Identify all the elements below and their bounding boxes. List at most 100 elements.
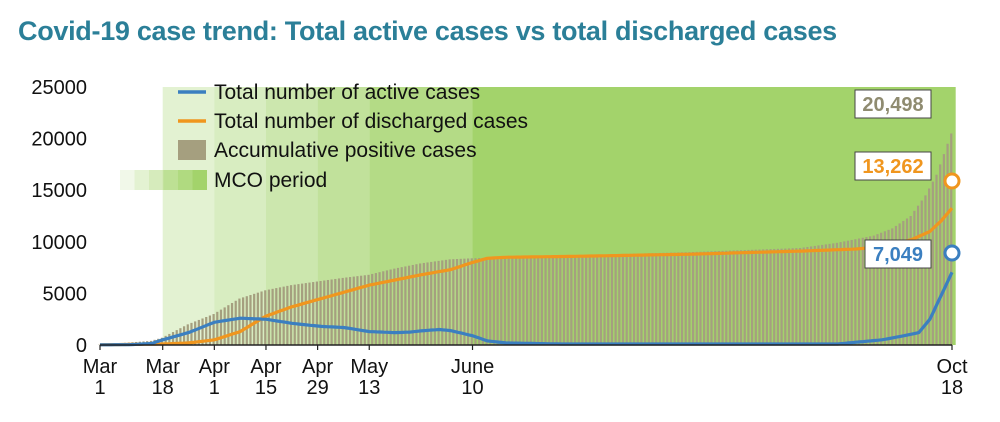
positive-cases-bar <box>426 262 429 345</box>
positive-cases-bar <box>374 273 377 345</box>
positive-cases-bar <box>230 302 234 345</box>
positive-cases-bar <box>223 307 226 345</box>
positive-cases-bar <box>850 239 853 345</box>
positive-cases-bar <box>629 253 632 345</box>
positive-cases-bar <box>577 255 580 345</box>
positive-cases-bar <box>680 252 684 345</box>
positive-cases-bar <box>942 154 945 345</box>
positive-cases-bar <box>924 195 927 345</box>
mco-band-1 <box>162 87 215 345</box>
positive-cases-bar <box>308 282 311 345</box>
positive-cases-bar <box>747 249 750 345</box>
positive-cases-bar <box>400 267 403 345</box>
positive-cases-bar <box>419 263 422 345</box>
discharged-end-marker <box>943 172 961 190</box>
positive-cases-bar <box>662 252 665 345</box>
mco-legend-swatch <box>192 170 207 190</box>
positive-cases-bar <box>599 254 602 345</box>
positive-cases-bar <box>518 256 521 345</box>
discharged-end-label: 13,262 <box>862 156 923 178</box>
positive-cases-bar <box>647 253 650 345</box>
active-end-label-box <box>864 239 932 269</box>
positive-cases-bar <box>913 210 916 345</box>
positive-cases-bar <box>352 276 355 345</box>
active-legend-label: Total number of active cases <box>214 81 480 104</box>
positive-cases-bar <box>846 240 850 345</box>
x-tick-label: Apr 29 <box>302 356 333 399</box>
positive-cases-bar <box>205 316 208 345</box>
positive-cases-bar <box>758 249 761 345</box>
positive-cases-bar <box>194 321 197 345</box>
positive-cases-bar <box>526 256 529 345</box>
positive-cases-bar <box>621 253 625 345</box>
positive-cases-bar <box>869 236 872 345</box>
positive-cases-bar <box>234 300 237 345</box>
mco-legend-swatch <box>163 170 178 190</box>
positive-cases-bar <box>754 249 757 345</box>
positive-cases-bar <box>669 252 673 345</box>
positive-cases-bar <box>507 257 510 345</box>
positive-cases-bar <box>293 284 296 345</box>
positive-cases-bar <box>931 181 934 345</box>
end-value-labels: 20,498 13,262 7,049 <box>854 89 961 269</box>
positive-cases-bar <box>706 251 709 345</box>
axes: 0 5000 10000 15000 20000 25000 Mar 1 Mar 18 Apr 1 Ap… <box>31 77 968 399</box>
positive-cases-bar <box>920 200 923 345</box>
y-tick-label: 10000 <box>31 232 87 254</box>
positive-cases-bar <box>717 251 721 345</box>
positive-cases-bar <box>950 133 953 345</box>
positive-cases-bar <box>330 279 333 345</box>
discharged-legend-label: Total number of discharged cases <box>214 110 528 133</box>
positive-cases-bar <box>691 251 695 345</box>
y-tick-label: 15000 <box>31 180 87 202</box>
positive-cases-bar <box>636 253 639 345</box>
positive-cases-bar <box>644 253 647 345</box>
positive-cases-bar <box>909 216 912 345</box>
positive-cases-bar <box>537 256 540 345</box>
positive-cases-bar <box>242 297 245 345</box>
positive-cases-bar <box>415 264 418 345</box>
positive-cases-bar <box>378 272 381 345</box>
positive-cases-bar <box>422 262 425 345</box>
positive-cases-bar <box>533 256 536 345</box>
positive-cases-bar <box>267 289 271 345</box>
positive-cases-bar <box>857 238 861 345</box>
positive-cases-bar <box>341 277 344 345</box>
positive-cases-bar <box>323 280 326 345</box>
positive-cases-bar <box>695 251 698 345</box>
positive-cases-bar <box>780 248 783 345</box>
positive-cases-bar <box>703 251 706 345</box>
positive-cases-bar <box>898 223 901 345</box>
positive-cases-bar <box>466 258 470 345</box>
positive-cases-bar <box>452 259 455 345</box>
positive-cases-bar <box>824 244 827 345</box>
positive-cases-bar <box>411 264 414 345</box>
positive-cases-bar <box>603 254 606 345</box>
x-tick-label: Apr 1 <box>199 356 230 399</box>
positive-legend-swatch <box>178 140 206 160</box>
positive-cases-bar <box>433 261 437 345</box>
positive-cases-bar <box>312 282 315 345</box>
positive-cases-bar <box>939 164 942 345</box>
x-tick-label: June 10 <box>451 356 494 399</box>
positive-cases-bar <box>699 251 702 345</box>
positive-cases-bar <box>806 246 809 345</box>
positive-cases-bar <box>363 275 366 345</box>
positive-cases-bar <box>348 277 352 345</box>
positive-cases-bar <box>677 252 680 345</box>
positive-cases-bar <box>585 255 588 345</box>
active-end-label: 7,049 <box>873 244 923 266</box>
positive-cases-bar <box>334 278 337 345</box>
positive-cases-bar <box>710 251 713 345</box>
positive-cases-bars <box>98 133 953 345</box>
positive-cases-bar <box>880 232 883 345</box>
positive-cases-bar <box>828 243 831 345</box>
y-tick-label: 20000 <box>31 129 87 151</box>
mco-legend-swatch <box>134 170 149 190</box>
positive-cases-bar <box>514 256 518 345</box>
active-cases-line <box>100 271 954 347</box>
positive-cases-bar <box>190 322 193 345</box>
positive-cases-bar <box>835 242 839 345</box>
positive-cases-bar <box>776 248 780 345</box>
mco-legend-swatch <box>178 170 193 190</box>
